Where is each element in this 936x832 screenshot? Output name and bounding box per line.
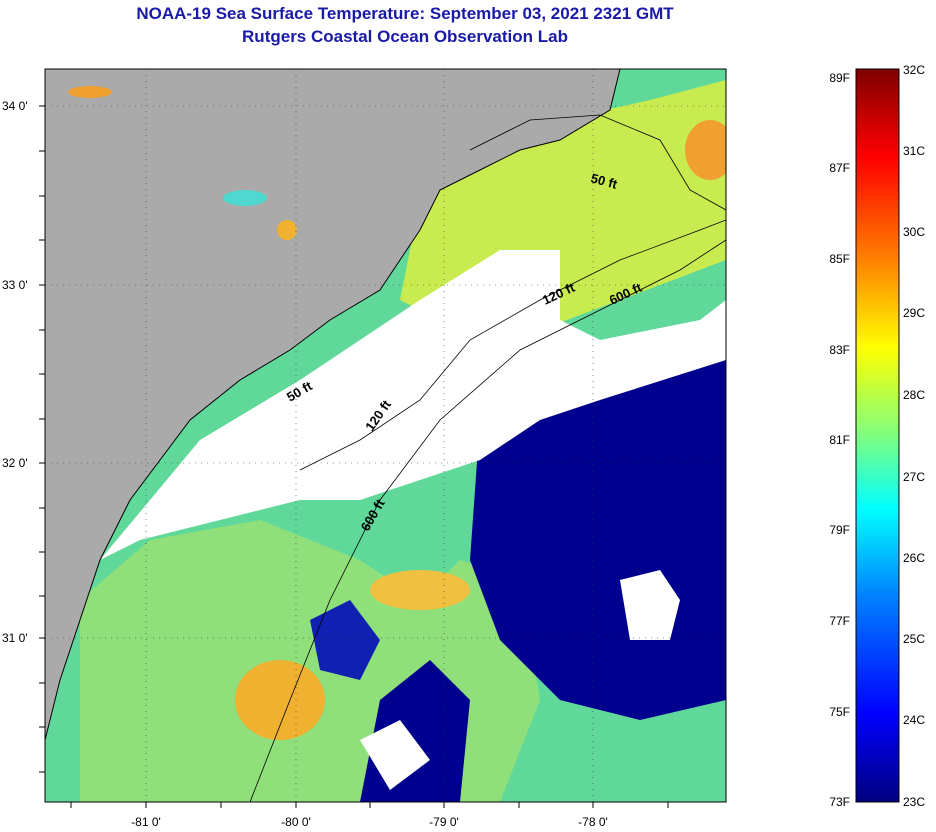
lon-label-81: -81 0'	[131, 815, 161, 829]
lon-label-78: -78 0'	[578, 815, 608, 829]
lat-label-31: 31 0'	[2, 631, 28, 645]
inland-warm-spot-3	[277, 220, 297, 240]
colorbar-f-89: 89F	[829, 71, 850, 85]
colorbar-c-30: 30C	[903, 225, 925, 239]
colorbar-f-75: 75F	[829, 705, 850, 719]
warm-spot-2	[370, 570, 470, 610]
cloud-area-2	[620, 570, 680, 640]
contour-label-50ft-north: 50 ft	[589, 170, 619, 192]
contour-600ft	[249, 239, 726, 802]
colorbar-c-27: 27C	[903, 470, 925, 484]
lon-label-79: -79 0'	[429, 815, 459, 829]
colorbar-c-25: 25C	[903, 632, 925, 646]
colorbar-f-85: 85F	[829, 252, 850, 266]
colorbar-c-28: 28C	[903, 388, 925, 402]
inland-warm-spot-2	[223, 190, 267, 206]
colorbar-f-77: 77F	[829, 614, 850, 628]
warm-spot-1	[235, 660, 325, 740]
colorbar-c-23: 23C	[903, 795, 925, 809]
colorbar-f-87: 87F	[829, 161, 850, 175]
warm-spot-3	[685, 120, 726, 180]
cold-water-patch	[310, 600, 380, 680]
inland-warm-spot-1	[68, 86, 112, 98]
graticule	[45, 69, 726, 802]
colorbar-f-83: 83F	[829, 343, 850, 357]
colorbar-f-73: 73F	[829, 795, 850, 809]
colorbar-c-32: 32C	[903, 63, 925, 77]
chart-title: NOAA-19 Sea Surface Temperature: Septemb…	[136, 4, 674, 23]
colorbar	[855, 68, 900, 803]
lon-label-80: -80 0'	[281, 815, 311, 829]
colorbar-f-81: 81F	[829, 433, 850, 447]
chart-subtitle: Rutgers Coastal Ocean Observation Lab	[242, 27, 568, 46]
map-ticks	[39, 105, 669, 808]
cloud-area-3	[360, 720, 430, 790]
land-area	[45, 69, 620, 740]
colorbar-c-24: 24C	[903, 713, 925, 727]
contour-120ft	[299, 219, 726, 471]
colorbar-c-26: 26C	[903, 551, 925, 565]
coastline	[45, 69, 621, 741]
colorbar-c-31: 31C	[903, 144, 925, 158]
lat-label-32: 32 0'	[2, 456, 28, 470]
colorbar-f-79: 79F	[829, 523, 850, 537]
colorbar-c-29: 29C	[903, 306, 925, 320]
map-frame	[44, 68, 727, 803]
lat-label-34: 34 0'	[2, 99, 28, 113]
contour-50ft	[469, 114, 726, 211]
lat-label-33: 33 0'	[2, 278, 28, 292]
